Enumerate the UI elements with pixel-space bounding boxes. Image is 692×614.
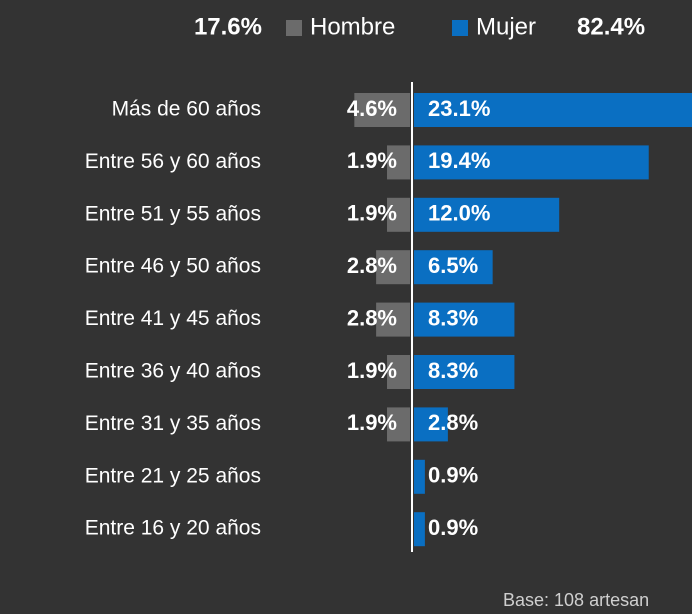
bar (414, 512, 425, 547)
value-label: 2.8% (347, 305, 397, 330)
value-label: 6.5% (428, 253, 478, 278)
legend-swatch (286, 20, 302, 36)
bar (376, 250, 410, 285)
value-label: 1.9% (347, 358, 397, 383)
bar (414, 407, 448, 442)
value-label: 2.8% (347, 253, 397, 278)
bar (387, 407, 410, 442)
bar (387, 145, 410, 180)
bar (414, 250, 493, 285)
bar (414, 459, 425, 494)
category-label: Entre 51 y 55 años (85, 202, 261, 225)
bar (414, 93, 692, 127)
bar (414, 355, 515, 389)
bar (354, 93, 410, 127)
category-label: Entre 46 y 50 años (85, 255, 261, 278)
value-label: 23.1% (428, 96, 490, 121)
legend-label: Mujer (476, 13, 536, 40)
value-label: 12.0% (428, 201, 490, 226)
bar (376, 302, 410, 337)
legend-swatch (452, 20, 468, 36)
category-label: Entre 41 y 45 años (85, 307, 261, 330)
value-label: 4.6% (347, 96, 397, 121)
category-label: Entre 31 y 35 años (85, 412, 261, 435)
value-label: 1.9% (347, 148, 397, 173)
bar (387, 355, 410, 389)
bar (414, 145, 649, 180)
value-label: 2.8% (428, 410, 478, 435)
value-label: 0.9% (428, 463, 478, 488)
value-label: 1.9% (347, 410, 397, 435)
bar (414, 197, 560, 232)
value-label: 0.9% (428, 515, 478, 540)
bar (414, 302, 515, 337)
value-label: 8.3% (428, 358, 478, 383)
footnote: Base: 108 artesan (503, 590, 649, 610)
category-label: Entre 16 y 20 años (85, 517, 261, 540)
category-label: Más de 60 años (112, 98, 261, 121)
value-label: 8.3% (428, 305, 478, 330)
category-label: Entre 36 y 40 años (85, 360, 261, 383)
category-label: Entre 21 y 25 años (85, 464, 261, 487)
legend-label: Hombre (310, 13, 395, 40)
category-label: Entre 56 y 60 años (85, 150, 261, 173)
bar (387, 197, 410, 232)
value-label: 1.9% (347, 201, 397, 226)
legend-total: 82.4% (577, 13, 645, 40)
legend-total: 17.6% (194, 13, 262, 40)
value-label: 19.4% (428, 148, 490, 173)
